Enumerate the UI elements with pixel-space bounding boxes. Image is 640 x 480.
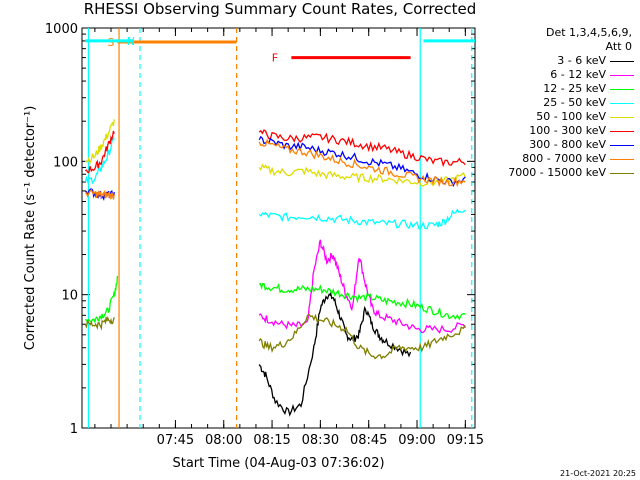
legend-entry-label: 800 - 7000 keV xyxy=(522,152,606,165)
x-tick-label: 08:00 xyxy=(205,433,242,448)
x-tick-label: 08:30 xyxy=(302,433,339,448)
y-tick-label: 100 xyxy=(53,155,78,170)
annotation-label: S xyxy=(107,36,114,49)
legend-entry: 3 - 6 keV xyxy=(478,54,636,68)
legend: Det 1,3,4,5,6,9, Att 0 3 - 6 keV 6 - 12 k… xyxy=(478,26,636,180)
legend-swatch xyxy=(610,75,634,76)
annotation-label: F xyxy=(272,52,278,65)
series-line xyxy=(85,119,466,187)
legend-swatch xyxy=(610,117,634,118)
legend-entry-label: 6 - 12 keV xyxy=(550,68,606,81)
x-tick-label: 08:15 xyxy=(253,433,290,448)
legend-entry-label: 300 - 800 keV xyxy=(529,138,606,151)
legend-entry-label: 3 - 6 keV xyxy=(557,54,606,67)
legend-entry-label: 7000 - 15000 keV xyxy=(508,166,606,179)
y-axis-label: Corrected Count Rate (s⁻¹ detector⁻¹) xyxy=(23,106,38,351)
legend-swatch xyxy=(610,103,634,104)
legend-swatch xyxy=(610,159,634,160)
annotation-label: N xyxy=(127,35,135,48)
chart-title: RHESSI Observing Summary Count Rates, Co… xyxy=(83,0,477,18)
legend-entry-label: 25 - 50 keV xyxy=(543,96,606,109)
y-tick-label: 1 xyxy=(70,422,78,437)
series-line xyxy=(84,313,466,360)
legend-entry: 7000 - 15000 keV xyxy=(478,166,636,180)
legend-swatch xyxy=(610,89,634,90)
legend-entry: 50 - 100 keV xyxy=(478,110,636,124)
series-line xyxy=(84,137,466,230)
x-tick-label: 09:15 xyxy=(447,433,484,448)
legend-swatch xyxy=(610,145,634,146)
legend-swatch xyxy=(610,61,634,62)
series-line xyxy=(258,239,466,334)
x-axis-label: Start Time (04-Aug-03 07:36:02) xyxy=(172,456,384,471)
legend-swatch xyxy=(610,173,634,174)
series-line xyxy=(85,275,466,324)
series-line xyxy=(84,135,466,202)
x-tick-label: 07:45 xyxy=(157,433,194,448)
legend-entry-label: 12 - 25 keV xyxy=(543,82,606,95)
legend-entry: 300 - 800 keV xyxy=(478,138,636,152)
legend-entry-label: 100 - 300 keV xyxy=(529,124,606,137)
legend-entry: 25 - 50 keV xyxy=(478,96,636,110)
series-line xyxy=(84,129,466,174)
legend-entry: 12 - 25 keV xyxy=(478,82,636,96)
y-tick-label: 10 xyxy=(61,289,78,304)
plot-frame xyxy=(81,27,476,429)
legend-entry: 800 - 7000 keV xyxy=(478,152,636,166)
x-tick-label: 09:00 xyxy=(398,433,435,448)
legend-header-attenuator: Att 0 xyxy=(605,40,632,53)
y-tick-label: 1000 xyxy=(45,22,78,37)
legend-entry-label: 50 - 100 keV xyxy=(536,110,606,123)
generated-timestamp: 21-Oct-2021 20:25 xyxy=(560,469,636,478)
x-tick-label: 08:45 xyxy=(350,433,387,448)
series-line xyxy=(85,138,466,200)
series-line xyxy=(258,290,412,417)
legend-header-detectors: Det 1,3,4,5,6,9, xyxy=(545,26,632,39)
legend-entry: 6 - 12 keV xyxy=(478,68,636,82)
legend-swatch xyxy=(610,131,634,132)
legend-entry: 100 - 300 keV xyxy=(478,124,636,138)
